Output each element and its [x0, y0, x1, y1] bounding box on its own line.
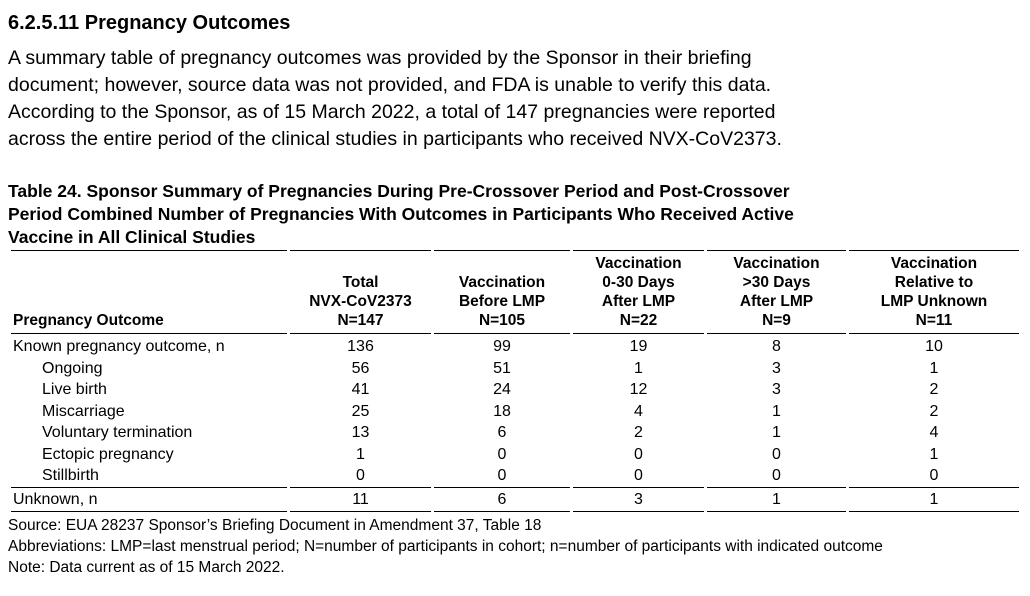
- column-header-pregnancy-outcome: Pregnancy Outcome: [11, 250, 287, 334]
- cell-value: 0: [772, 445, 781, 463]
- cell-value: 6: [434, 486, 570, 512]
- cell-value: 0: [772, 467, 781, 484]
- table-row-known-pregnancy-outcome: Known pregnancy outcome, n 136 99 19 8 1…: [11, 334, 1019, 358]
- table-row-miscarriage: Miscarriage 25 18 4 1 2: [11, 401, 1019, 423]
- cell-value: 13: [351, 424, 370, 441]
- cell-value: 6: [497, 424, 507, 441]
- cell-value: 0: [634, 467, 643, 484]
- row-label: Known pregnancy outcome, n: [13, 338, 225, 355]
- row-label: Voluntary termination: [42, 424, 193, 441]
- cell-value: 1: [707, 486, 846, 512]
- cell-value: 0: [634, 445, 643, 463]
- cell-value: 51: [493, 359, 511, 377]
- cell-value: 12: [629, 381, 648, 398]
- cell-value: 1: [929, 445, 939, 463]
- cell-value: 24: [493, 381, 511, 398]
- cell-value: 0: [497, 467, 507, 484]
- cell-value: 1: [849, 486, 1019, 512]
- cell-value: 19: [629, 338, 648, 355]
- cell-value: 2: [634, 424, 643, 441]
- column-header-before-lmp: Vaccination Before LMP N=105: [434, 250, 570, 334]
- cell-value: 2: [929, 381, 939, 398]
- row-label: Unknown, n: [11, 486, 287, 512]
- cell-value: 1: [772, 424, 781, 441]
- table-header-row: Pregnancy Outcome Total NVX-CoV2373 N=14…: [11, 250, 1019, 334]
- cell-value: 0: [497, 445, 507, 463]
- cell-value: 1: [634, 359, 643, 377]
- section-heading: 6.2.5.11 Pregnancy Outcomes: [8, 12, 291, 34]
- cell-value: 8: [772, 338, 781, 355]
- abbreviations-note: Abbreviations: LMP=last menstrual period…: [8, 538, 883, 555]
- column-header-gt30-days-after-lmp: Vaccination >30 Days After LMP N=9: [707, 250, 846, 334]
- row-label: Miscarriage: [42, 402, 125, 420]
- cell-value: 56: [351, 359, 370, 377]
- cell-value: 1: [356, 445, 365, 463]
- cell-value: 2: [929, 402, 939, 420]
- table-row-stillbirth: Stillbirth 0 0 0 0 0: [11, 465, 1019, 487]
- table-row-unknown: Unknown, n 11 6 3 1 1: [11, 486, 1019, 512]
- cell-value: 4: [634, 402, 643, 420]
- data-current-note: Note: Data current as of 15 March 2022.: [8, 559, 285, 576]
- cell-value: 18: [493, 402, 511, 420]
- row-label: Live birth: [42, 381, 107, 398]
- cell-value: 41: [351, 381, 370, 398]
- cell-value: 99: [493, 338, 511, 355]
- row-label: Ongoing: [42, 359, 103, 377]
- column-header-0-30-days-after-lmp: Vaccination 0-30 Days After LMP N=22: [573, 250, 704, 334]
- cell-value: 4: [929, 424, 939, 441]
- table-row-voluntary-termination: Voluntary termination 13 6 2 1 4: [11, 422, 1019, 444]
- cell-value: 3: [772, 381, 781, 398]
- cell-value: 3: [573, 486, 704, 512]
- source-note: Source: EUA 28237 Sponsor’s Briefing Doc…: [8, 517, 542, 534]
- table-row-ongoing: Ongoing 56 51 1 3 1: [11, 358, 1019, 380]
- pregnancy-outcomes-table: Pregnancy Outcome Total NVX-CoV2373 N=14…: [8, 250, 1022, 512]
- section-paragraph: A summary table of pregnancy outcomes wa…: [8, 47, 782, 150]
- cell-value: 136: [347, 338, 374, 355]
- row-label: Ectopic pregnancy: [42, 445, 174, 463]
- cell-value: 1: [929, 359, 939, 377]
- row-label: Stillbirth: [42, 467, 99, 484]
- table-caption: Table 24. Sponsor Summary of Pregnancies…: [8, 181, 794, 247]
- column-header-total-nvx: Total NVX-CoV2373 N=147: [290, 250, 431, 334]
- cell-value: 1: [772, 402, 781, 420]
- table-notes: Source: EUA 28237 Sponsor’s Briefing Doc…: [8, 515, 1022, 578]
- table-row-ectopic-pregnancy: Ectopic pregnancy 1 0 0 0 1: [11, 444, 1019, 466]
- table-row-live-birth: Live birth 41 24 12 3 2: [11, 379, 1019, 401]
- cell-value: 3: [772, 359, 781, 377]
- column-header-lmp-unknown: Vaccination Relative to LMP Unknown N=11: [849, 250, 1019, 334]
- cell-value: 25: [351, 402, 370, 420]
- cell-value: 0: [356, 467, 365, 484]
- cell-value: 10: [925, 338, 943, 355]
- cell-value: 0: [929, 467, 939, 484]
- cell-value: 11: [290, 486, 431, 512]
